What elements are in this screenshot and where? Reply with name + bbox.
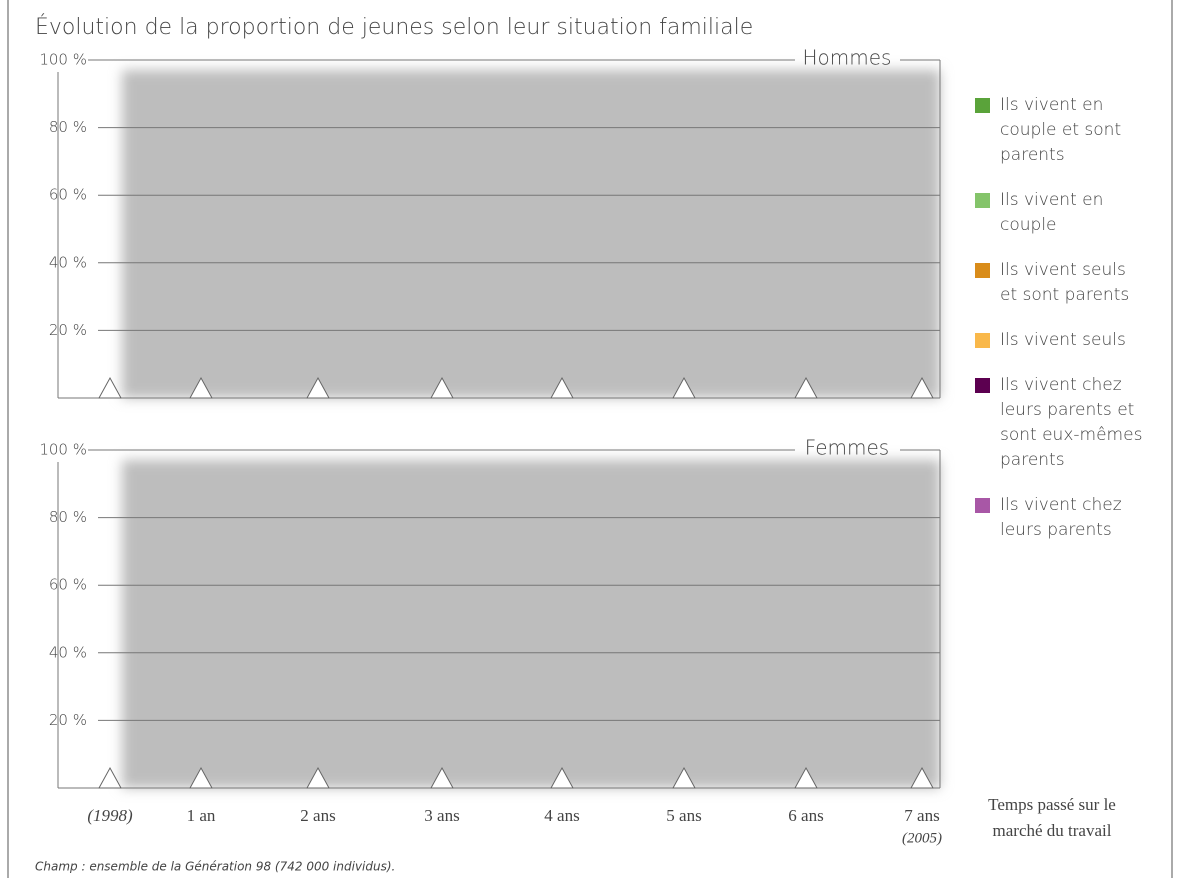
x-tick-label: 7 ans xyxy=(904,806,939,825)
x-tick-label: 4 ans xyxy=(544,806,579,825)
y-tick-label: 100 % xyxy=(39,51,87,69)
y-tick-label: 60 % xyxy=(49,186,87,204)
legend-label: Ils vivent chez leurs parents xyxy=(1000,495,1122,540)
time-marker xyxy=(910,766,934,789)
x-axis-label: marché du travail xyxy=(993,821,1112,840)
legend-swatch xyxy=(975,193,990,208)
time-marker xyxy=(189,376,213,399)
time-marker xyxy=(98,766,122,789)
time-marker xyxy=(794,766,818,789)
legend-label: Ils vivent en couple et sont parents xyxy=(1000,95,1122,165)
time-marker xyxy=(430,766,454,789)
time-marker xyxy=(430,376,454,399)
note: Champ : ensemble de la Génération 98 (74… xyxy=(35,860,395,874)
plot-area xyxy=(122,70,940,398)
panel-title: Hommes xyxy=(803,46,892,70)
legend-label: Ils vivent en couple xyxy=(1000,190,1104,235)
y-tick-label: 20 % xyxy=(49,321,87,339)
legend-label: Ils vivent chez leurs parents et sont eu… xyxy=(1000,375,1143,470)
legend-swatch xyxy=(975,378,990,393)
legend-item: Ils vivent seuls xyxy=(973,328,1148,353)
legend-swatch xyxy=(975,333,990,348)
legend-swatch xyxy=(975,263,990,278)
x-tick-label: 6 ans xyxy=(788,806,823,825)
x-tick-label: (1998) xyxy=(87,806,133,825)
x-end-note: (2005) xyxy=(902,830,942,846)
time-marker xyxy=(550,766,574,789)
x-tick-label: 3 ans xyxy=(424,806,459,825)
x-tick-label: 1 an xyxy=(187,806,216,825)
time-marker xyxy=(306,766,330,789)
legend: Ils vivent en couple et sont parents Ils … xyxy=(973,93,1148,563)
legend-item: Ils vivent en couple et sont parents xyxy=(973,93,1148,168)
x-axis-label: Temps passé sur le xyxy=(988,795,1116,814)
legend-swatch xyxy=(975,498,990,513)
time-marker xyxy=(672,376,696,399)
y-tick-label: 80 % xyxy=(49,118,87,136)
legend-item: Ils vivent seuls et sont parents xyxy=(973,258,1148,308)
x-tick-label: 2 ans xyxy=(300,806,335,825)
panel-title: Femmes xyxy=(805,436,889,460)
y-tick-label: 40 % xyxy=(49,643,87,661)
time-marker xyxy=(672,766,696,789)
time-marker xyxy=(98,376,122,399)
time-marker xyxy=(910,376,934,399)
y-tick-label: 60 % xyxy=(49,576,87,594)
y-tick-label: 100 % xyxy=(39,441,87,459)
legend-item: Ils vivent chez leurs parents xyxy=(973,493,1148,543)
legend-label: Ils vivent seuls xyxy=(1000,330,1126,350)
legend-item: Ils vivent en couple xyxy=(973,188,1148,238)
time-marker xyxy=(794,376,818,399)
title: Évolution de la proportion de jeunes sel… xyxy=(35,14,753,40)
legend-item: Ils vivent chez leurs parents et sont eu… xyxy=(973,373,1148,473)
time-marker xyxy=(306,376,330,399)
time-marker xyxy=(550,376,574,399)
y-tick-label: 80 % xyxy=(49,508,87,526)
y-tick-label: 20 % xyxy=(49,711,87,729)
x-tick-label: 5 ans xyxy=(666,806,701,825)
time-marker xyxy=(189,766,213,789)
y-tick-label: 40 % xyxy=(49,253,87,271)
plot-area xyxy=(122,460,940,788)
legend-swatch xyxy=(975,98,990,113)
legend-label: Ils vivent seuls et sont parents xyxy=(1000,260,1130,305)
